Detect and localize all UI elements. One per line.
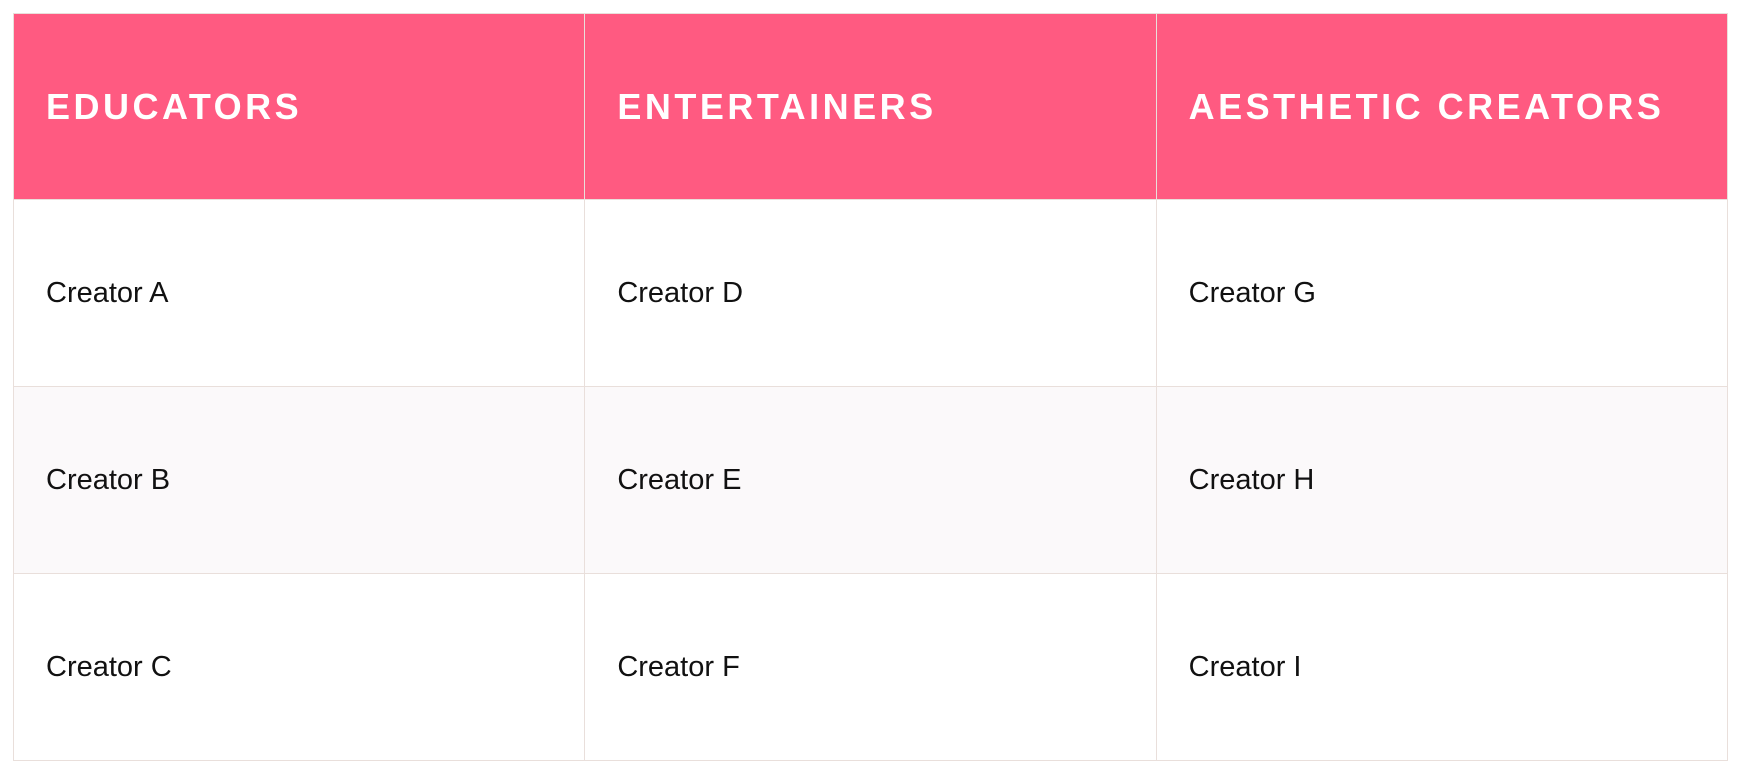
table-row: Creator A Creator D Creator G (12, 199, 1729, 387)
table-cell: Creator D (584, 199, 1157, 387)
creator-categories-table: EDUCATORS ENTERTAINERS AESTHETIC CREATOR… (12, 13, 1729, 761)
table-cell: Creator C (12, 573, 586, 761)
header-row: EDUCATORS ENTERTAINERS AESTHETIC CREATOR… (12, 13, 1729, 200)
table-cell: Creator I (1155, 573, 1729, 761)
table-cell: Creator H (1155, 386, 1729, 574)
header-entertainers: ENTERTAINERS (584, 13, 1157, 200)
table-cell: Creator F (584, 573, 1157, 761)
table-cell: Creator B (12, 386, 586, 574)
header-aesthetic-creators: AESTHETIC CREATORS (1155, 13, 1729, 200)
table-cell: Creator E (584, 386, 1157, 574)
table-row: Creator B Creator E Creator H (12, 386, 1729, 574)
table-row: Creator C Creator F Creator I (12, 573, 1729, 761)
table-cell: Creator A (12, 199, 586, 387)
table-cell: Creator G (1155, 199, 1729, 387)
header-educators: EDUCATORS (12, 13, 586, 200)
